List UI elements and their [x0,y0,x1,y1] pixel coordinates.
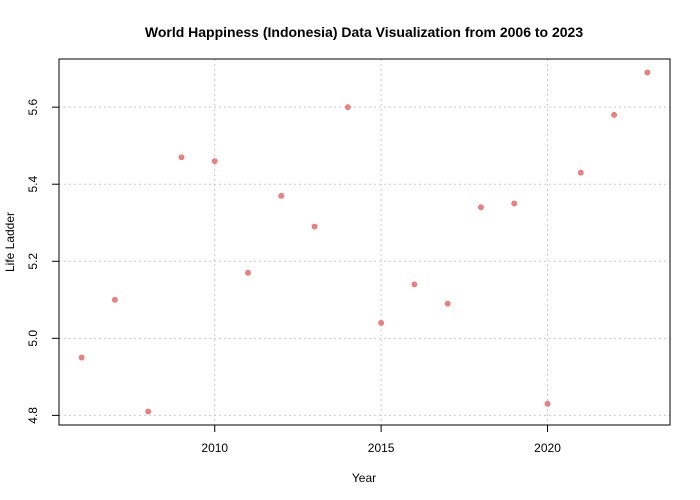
data-point [577,169,584,176]
x-tick-label: 2020 [534,441,561,455]
data-point [211,158,218,164]
y-tick-label: 5.0 [26,330,40,347]
x-tick-label: 2015 [368,441,395,455]
data-point [444,300,451,307]
data-point [378,320,385,326]
grid [59,59,670,425]
data-points [78,69,651,415]
data-point [178,154,185,161]
data-point [78,354,85,361]
data-point [478,204,484,211]
chart-title: World Happiness (Indonesia) Data Visuali… [145,24,583,40]
data-point [411,281,418,288]
data-point [511,200,518,207]
data-point [112,296,118,303]
y-tick-label: 4.8 [26,407,40,424]
plot-area-border [58,58,671,426]
data-point [544,400,551,407]
data-point [644,69,651,76]
data-point [278,192,285,199]
x-axis-label: Year [352,471,376,485]
x-tick-label: 2010 [201,441,228,455]
data-point [611,111,617,118]
y-tick-label: 5.6 [26,98,40,115]
data-point [245,269,251,276]
y-axis-label: Life Ladder [3,212,17,272]
y-tick-label: 5.4 [26,176,40,193]
data-point [311,223,318,230]
data-point [145,408,152,415]
y-tick-label: 5.2 [26,253,40,270]
data-point [344,104,351,111]
axes: 2010 2015 2020 4.8 5.0 5.2 5.4 5.6 [26,98,561,455]
